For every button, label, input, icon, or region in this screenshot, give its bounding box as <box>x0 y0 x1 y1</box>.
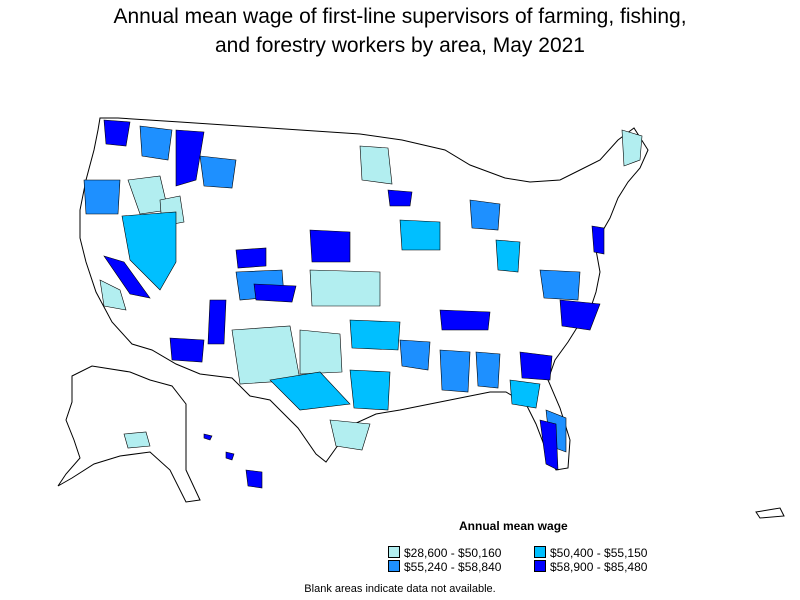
area-washington-east <box>139 125 173 161</box>
area-idaho-north <box>175 129 205 187</box>
area-georgia <box>519 351 553 381</box>
area-nevada <box>121 211 177 291</box>
area-iowa <box>399 219 441 251</box>
area-michigan <box>469 199 501 231</box>
area-new-jersey <box>591 225 605 255</box>
area-virginia <box>539 269 581 301</box>
legend-swatch-tier-1 <box>388 546 400 558</box>
area-arizona <box>231 325 301 385</box>
area-alabama <box>475 351 501 389</box>
hawaii-maui <box>225 451 235 461</box>
title-line-1: Annual mean wage of first-line superviso… <box>113 5 687 28</box>
blank-areas-note: Blank areas indicate data not available. <box>304 583 496 595</box>
hawaii-big-island <box>245 469 263 489</box>
area-oklahoma <box>349 319 401 351</box>
area-california-central <box>103 255 151 299</box>
area-tennessee <box>439 309 491 331</box>
area-kansas <box>309 269 381 307</box>
area-montana-north <box>199 155 237 189</box>
area-arizona-south <box>169 337 205 363</box>
tier-1-areas <box>99 129 643 451</box>
tier-2-areas <box>121 211 541 411</box>
area-arizona-north <box>207 299 227 345</box>
area-alaska-south <box>123 431 151 449</box>
legend-item-tier-3: $55,240 - $58,840 <box>388 560 501 574</box>
tier-4-areas <box>103 119 605 471</box>
map-title: Annual mean wage of first-line superviso… <box>0 2 800 60</box>
legend-swatch-tier-2 <box>534 546 546 558</box>
legend-label-tier-2: $50,400 - $55,150 <box>550 546 648 560</box>
legend-label-tier-1: $28,600 - $50,160 <box>404 546 502 560</box>
legend-item-tier-1: $28,600 - $50,160 <box>388 546 501 560</box>
area-california-south <box>99 279 127 311</box>
area-texas-central <box>269 371 351 411</box>
area-florida-south <box>539 419 559 471</box>
puerto-rico-outline <box>755 507 785 519</box>
legend-swatch-tier-4 <box>534 560 546 572</box>
area-wyoming-south <box>235 247 267 269</box>
legend-item-tier-4: $58,900 - $85,480 <box>534 560 647 574</box>
legend-label-tier-3: $55,240 - $58,840 <box>404 560 502 574</box>
area-oregon <box>83 179 121 215</box>
area-maine <box>621 129 643 167</box>
hawaii-islands <box>203 433 263 489</box>
legend-label-tier-4: $58,900 - $85,480 <box>550 560 648 574</box>
area-wisconsin <box>387 189 413 207</box>
area-texas-east <box>349 369 391 411</box>
legend-item-tier-2: $50,400 - $55,150 <box>534 546 647 560</box>
area-colorado-central <box>253 283 297 303</box>
title-line-2: and forestry workers by area, May 2021 <box>214 34 585 57</box>
area-north-carolina <box>559 299 601 331</box>
area-texas-south <box>329 419 371 451</box>
tier-3-areas <box>83 125 581 453</box>
area-ohio <box>495 239 521 273</box>
legend-title: Annual mean wage <box>459 519 568 533</box>
area-washington-west <box>103 119 131 147</box>
area-arkansas <box>399 339 431 371</box>
hawaii-oahu <box>203 433 213 441</box>
area-minnesota-north <box>359 145 393 185</box>
area-mississippi <box>439 349 471 393</box>
area-georgia-south <box>509 379 541 409</box>
area-new-mexico <box>299 329 343 375</box>
area-nebraska <box>309 229 351 263</box>
legend-swatch-tier-3 <box>388 560 400 572</box>
